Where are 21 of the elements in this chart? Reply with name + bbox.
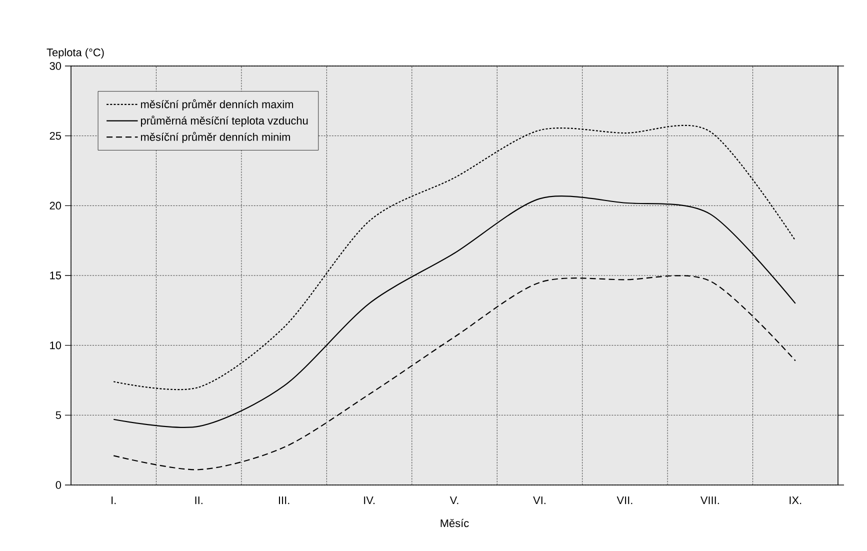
legend-label: měsíční průměr denních maxim: [141, 99, 294, 110]
x-tick-label: VI.: [533, 496, 546, 504]
y-tick-label: 10: [50, 341, 62, 350]
y-tick-label: 20: [50, 202, 62, 210]
y-tick-label: 15: [50, 272, 62, 280]
x-tick-label: V.: [450, 496, 458, 504]
x-tick-label: IX.: [790, 496, 802, 504]
y-tick-label: 25: [50, 132, 62, 140]
legend-label: průměrná měsíční teplota vzduchu: [140, 116, 308, 127]
x-tick-label: III.: [278, 496, 290, 504]
x-tick-label: II.: [195, 496, 202, 504]
y-tick-label: 30: [50, 62, 62, 70]
x-tick-label: I.: [112, 496, 116, 504]
x-tick-label: VII.: [616, 496, 632, 504]
y-axis-title: Teplota (°C): [46, 48, 104, 58]
y-tick-label: 5: [56, 411, 62, 419]
y-tick-label: 0: [56, 481, 62, 489]
x-tick-label: VIII.: [700, 496, 719, 504]
x-tick-label: IV.: [364, 496, 374, 504]
x-axis-title: Měsíc: [440, 518, 469, 528]
legend-label: měsíční průměr denních minim: [141, 132, 290, 144]
